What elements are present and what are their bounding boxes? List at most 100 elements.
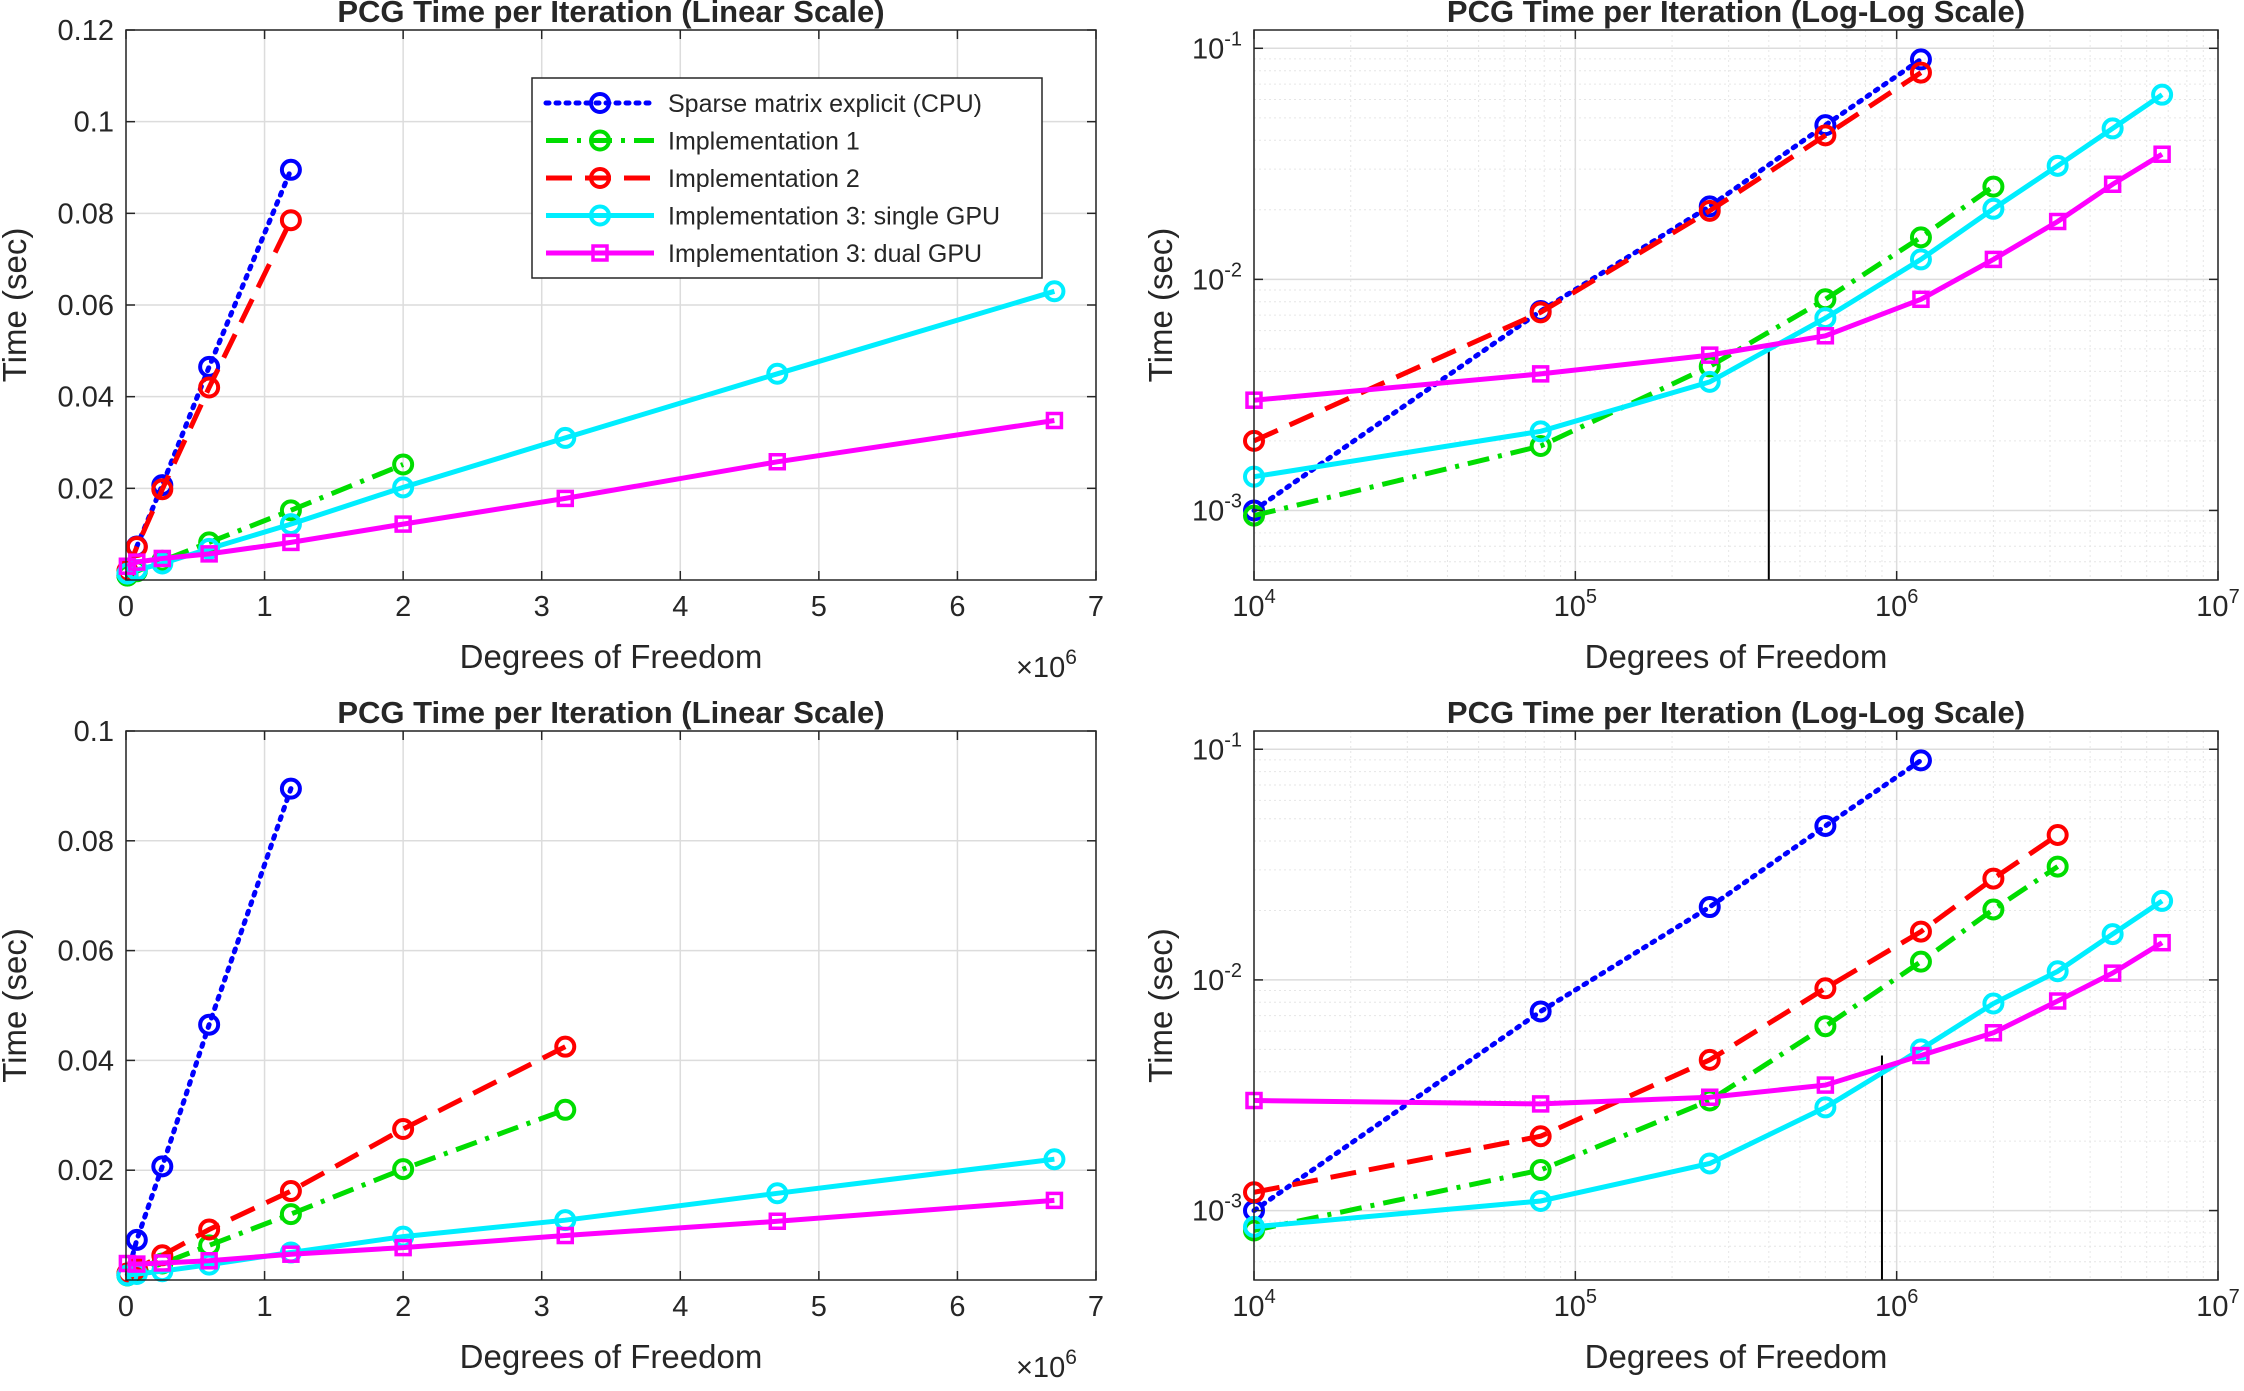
data-point xyxy=(282,1245,300,1263)
y-tick-label: 0.02 xyxy=(58,1155,114,1187)
legend-marker xyxy=(589,92,611,114)
series-4 xyxy=(118,1191,1064,1273)
ticks: 104 105 106 107 10-3 10-2 10-1 xyxy=(1192,28,2240,623)
y-tick-label: 0.06 xyxy=(58,290,114,322)
data-point xyxy=(2103,175,2122,194)
data-point xyxy=(1909,950,1932,973)
x-tick-label: 4 xyxy=(672,591,688,623)
data-point xyxy=(394,515,412,533)
data-point xyxy=(2048,212,2067,231)
legend-marker xyxy=(589,129,611,152)
x-tick-label: 5 xyxy=(811,591,827,623)
data-point xyxy=(1909,920,1932,943)
x-tick-label: 3 xyxy=(534,591,550,623)
data-point xyxy=(1982,898,2005,921)
data-point xyxy=(1982,992,2005,1015)
data-point xyxy=(198,376,221,399)
data-point xyxy=(1816,1076,1835,1094)
data-point xyxy=(1531,365,1550,383)
chart-title: PCG Time per Iteration (Log-Log Scale) xyxy=(1447,0,2025,29)
x-tick-label: 0 xyxy=(118,591,134,623)
chart-top-left: 0 1 2 3 4 5 6 7 0.02 0.04 0.06 0.08 0.1 0.12 ×106 PCG T… xyxy=(0,0,1104,684)
y-tick-label: 0.1 xyxy=(74,716,114,748)
data-point xyxy=(1982,197,2005,220)
y-axis-label: Time (sec) xyxy=(0,928,33,1083)
series-line xyxy=(1253,152,2164,403)
legend-marker xyxy=(589,167,611,189)
series-line xyxy=(1253,940,2164,1107)
axes-frame xyxy=(125,730,1097,1281)
plot-area xyxy=(1254,30,2218,580)
plot-area xyxy=(1254,731,2218,1280)
chart-bottom-right: 104 105 106 107 10-3 10-2 10-1 PCG Time per Ite… xyxy=(1142,695,2240,1375)
x-tick-label: 105 xyxy=(1554,586,1597,623)
chart-title: PCG Time per Iteration (Linear Scale) xyxy=(337,0,884,29)
x-tick-label: 5 xyxy=(811,1291,827,1323)
data-point xyxy=(2101,923,2124,946)
data-point xyxy=(198,1253,221,1276)
data-point xyxy=(279,777,302,800)
data-point xyxy=(1043,1148,1066,1171)
series-line xyxy=(1253,184,1995,519)
data-point xyxy=(151,478,174,501)
x-tick-label: 105 xyxy=(1554,1286,1597,1323)
x-tick-label: 106 xyxy=(1875,586,1918,623)
x-tick-label: 2 xyxy=(395,1291,411,1323)
data-point xyxy=(200,1252,218,1270)
ticks: 104 105 106 107 10-3 10-2 10-1 xyxy=(1192,729,2240,1323)
chart-top-right: 104 105 106 107 10-3 10-2 10-1 PCG Time per Ite… xyxy=(1142,0,2240,675)
series-2 xyxy=(1243,823,2069,1204)
data-point xyxy=(1814,1096,1837,1119)
data-point xyxy=(2153,145,2171,163)
data-point xyxy=(279,1180,302,1203)
data-point xyxy=(1984,250,2003,269)
data-point xyxy=(1909,226,1932,249)
legend-label: Implementation 2 xyxy=(668,165,860,193)
data-point xyxy=(2048,992,2067,1010)
data-point xyxy=(554,426,577,449)
legend-label: Implementation 3: dual GPU xyxy=(668,240,982,268)
data-point xyxy=(1700,1088,1719,1106)
data-point xyxy=(1529,1190,1552,1213)
y-tick-label: 10-2 xyxy=(1192,960,1242,997)
data-point xyxy=(2153,933,2171,952)
data-point xyxy=(1698,370,1721,393)
data-point xyxy=(153,1254,172,1272)
data-point xyxy=(1045,411,1064,430)
data-point xyxy=(1909,48,1932,71)
data-point xyxy=(1529,420,1552,443)
x-tick-label: 7 xyxy=(1088,1291,1104,1323)
data-point xyxy=(279,209,302,232)
legend-label: Sparse matrix explicit (CPU) xyxy=(668,90,982,118)
data-point xyxy=(392,476,415,499)
x-tick-label: 107 xyxy=(2196,586,2239,623)
data-point xyxy=(153,549,172,568)
series-line xyxy=(1252,70,1923,444)
data-point xyxy=(125,1228,148,1251)
x-axis-label: Degrees of Freedom xyxy=(1585,638,1888,675)
x-tick-label: 6 xyxy=(949,591,965,623)
data-point xyxy=(1814,977,1837,1000)
data-point xyxy=(128,1255,146,1273)
data-point xyxy=(1529,1000,1552,1023)
data-point xyxy=(1698,1048,1721,1071)
y-tick-label: 10-1 xyxy=(1192,729,1242,766)
legend-label: Implementation 1 xyxy=(668,128,860,156)
ticks: 0 1 2 3 4 5 6 7 0.02 0.04 0.06 0.08 0.1 0.12 xyxy=(58,15,1105,623)
x-tick-label: 106 xyxy=(1875,1286,1918,1323)
y-tick-label: 0.02 xyxy=(58,473,114,505)
y-tick-label: 0.1 xyxy=(74,107,114,139)
legend-marker xyxy=(591,244,609,262)
data-point xyxy=(556,1226,575,1245)
data-point xyxy=(1814,114,1837,137)
x-tick-label: 7 xyxy=(1088,591,1104,623)
data-point xyxy=(198,537,221,560)
data-point xyxy=(1909,749,1932,772)
data-point xyxy=(282,533,300,552)
x-exponent-label: ×106 xyxy=(1016,646,1077,684)
x-axis-label: Degrees of Freedom xyxy=(460,638,763,675)
y-tick-label: 0.04 xyxy=(58,382,114,414)
data-point xyxy=(2151,83,2174,106)
series-0 xyxy=(116,777,302,1286)
